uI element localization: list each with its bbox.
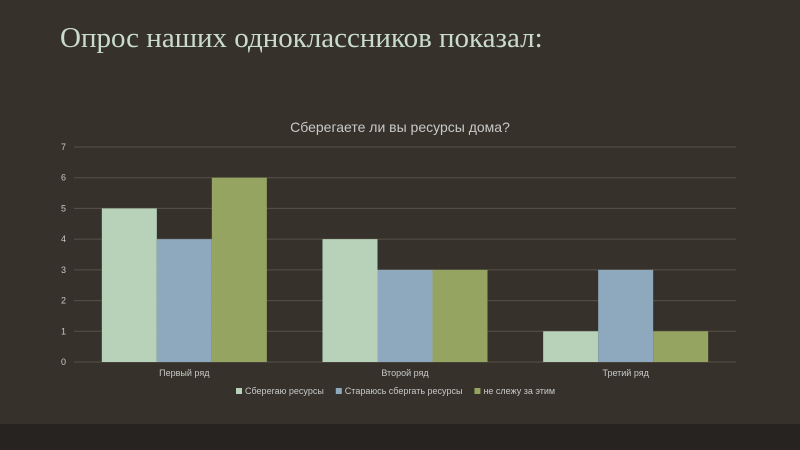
bar — [432, 269, 488, 362]
bar — [598, 269, 654, 362]
bar — [653, 331, 709, 362]
x-axis-ticks: Первый ряд Второй ряд Третий ряд — [159, 368, 649, 378]
legend-label: Сберегаю ресурсы — [245, 386, 324, 396]
x-tick-label: Первый ряд — [159, 368, 210, 378]
y-tick-label: 3 — [61, 265, 66, 275]
legend-label: не слежу за этим — [483, 386, 555, 396]
legend-swatch — [236, 388, 242, 394]
y-tick-label: 1 — [61, 326, 66, 336]
x-tick-label: Третий ряд — [602, 368, 649, 378]
bottom-band — [0, 424, 800, 450]
chart-title: Сберегаете ли вы ресурсы дома? — [290, 119, 510, 135]
y-tick-label: 7 — [61, 142, 66, 152]
bar — [543, 331, 599, 362]
x-tick-label: Второй ряд — [381, 368, 429, 378]
bar — [211, 177, 267, 362]
legend-label: Стараюсь сбергать ресурсы — [345, 386, 463, 396]
slide-title: Опрос наших одноклассников показал: — [60, 22, 543, 54]
y-tick-label: 4 — [61, 234, 66, 244]
bar — [156, 239, 212, 362]
y-tick-label: 2 — [61, 296, 66, 306]
y-tick-label: 0 — [61, 357, 66, 367]
bar — [101, 208, 157, 362]
y-axis-ticks: 0 1 2 3 4 5 6 7 — [61, 142, 66, 367]
y-tick-label: 6 — [61, 173, 66, 183]
bar — [377, 269, 433, 362]
bar — [322, 239, 378, 362]
bars — [101, 177, 709, 362]
y-tick-label: 5 — [61, 203, 66, 213]
legend-swatch — [335, 388, 342, 394]
legend: Сберегаю ресурсы Стараюсь сбергать ресурс… — [236, 386, 555, 396]
legend-swatch — [474, 388, 481, 394]
